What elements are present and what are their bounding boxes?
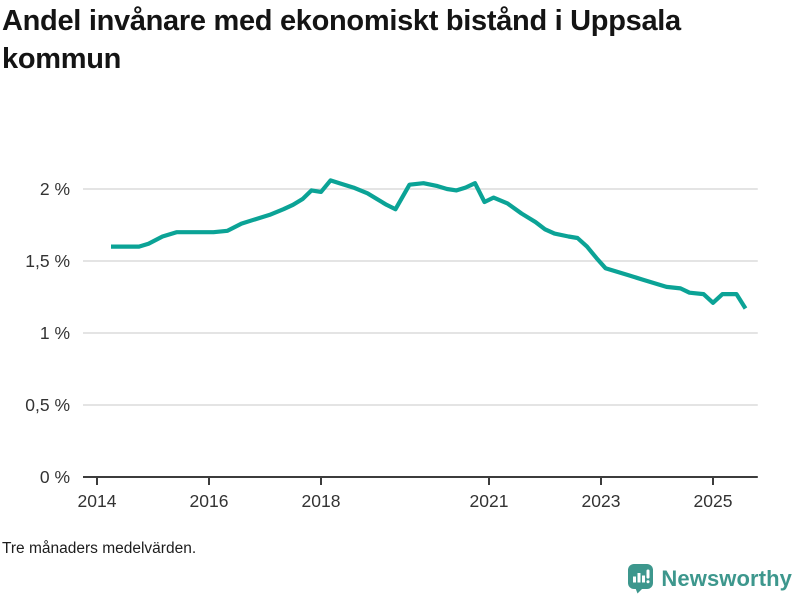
newsworthy-chart-bubble-icon (628, 564, 654, 594)
y-tick-label: 0,5 % (25, 395, 70, 415)
y-tick-label: 1,5 % (25, 251, 70, 271)
x-tick-label: 2018 (302, 491, 341, 511)
x-tick-label: 2014 (78, 491, 117, 511)
x-tick-label: 2021 (470, 491, 509, 511)
newsworthy-logo: Newsworthy (627, 563, 792, 594)
chart-title: Andel invånare med ekonomiskt bistånd i … (2, 5, 681, 76)
x-tick-label: 2023 (582, 491, 621, 511)
y-tick-label: 1 % (40, 323, 70, 343)
x-tick-label: 2025 (694, 491, 733, 511)
data-line-Andel invånare med ekonomiskt bistånd (111, 178, 748, 310)
y-tick-label: 2 % (40, 179, 70, 199)
y-tick-label: 0 % (40, 467, 70, 487)
x-tick-label: 2016 (190, 491, 229, 511)
brand-name: Newsworthy (661, 565, 792, 591)
chart-footnote: Tre månaders medelvärden. (2, 540, 197, 557)
